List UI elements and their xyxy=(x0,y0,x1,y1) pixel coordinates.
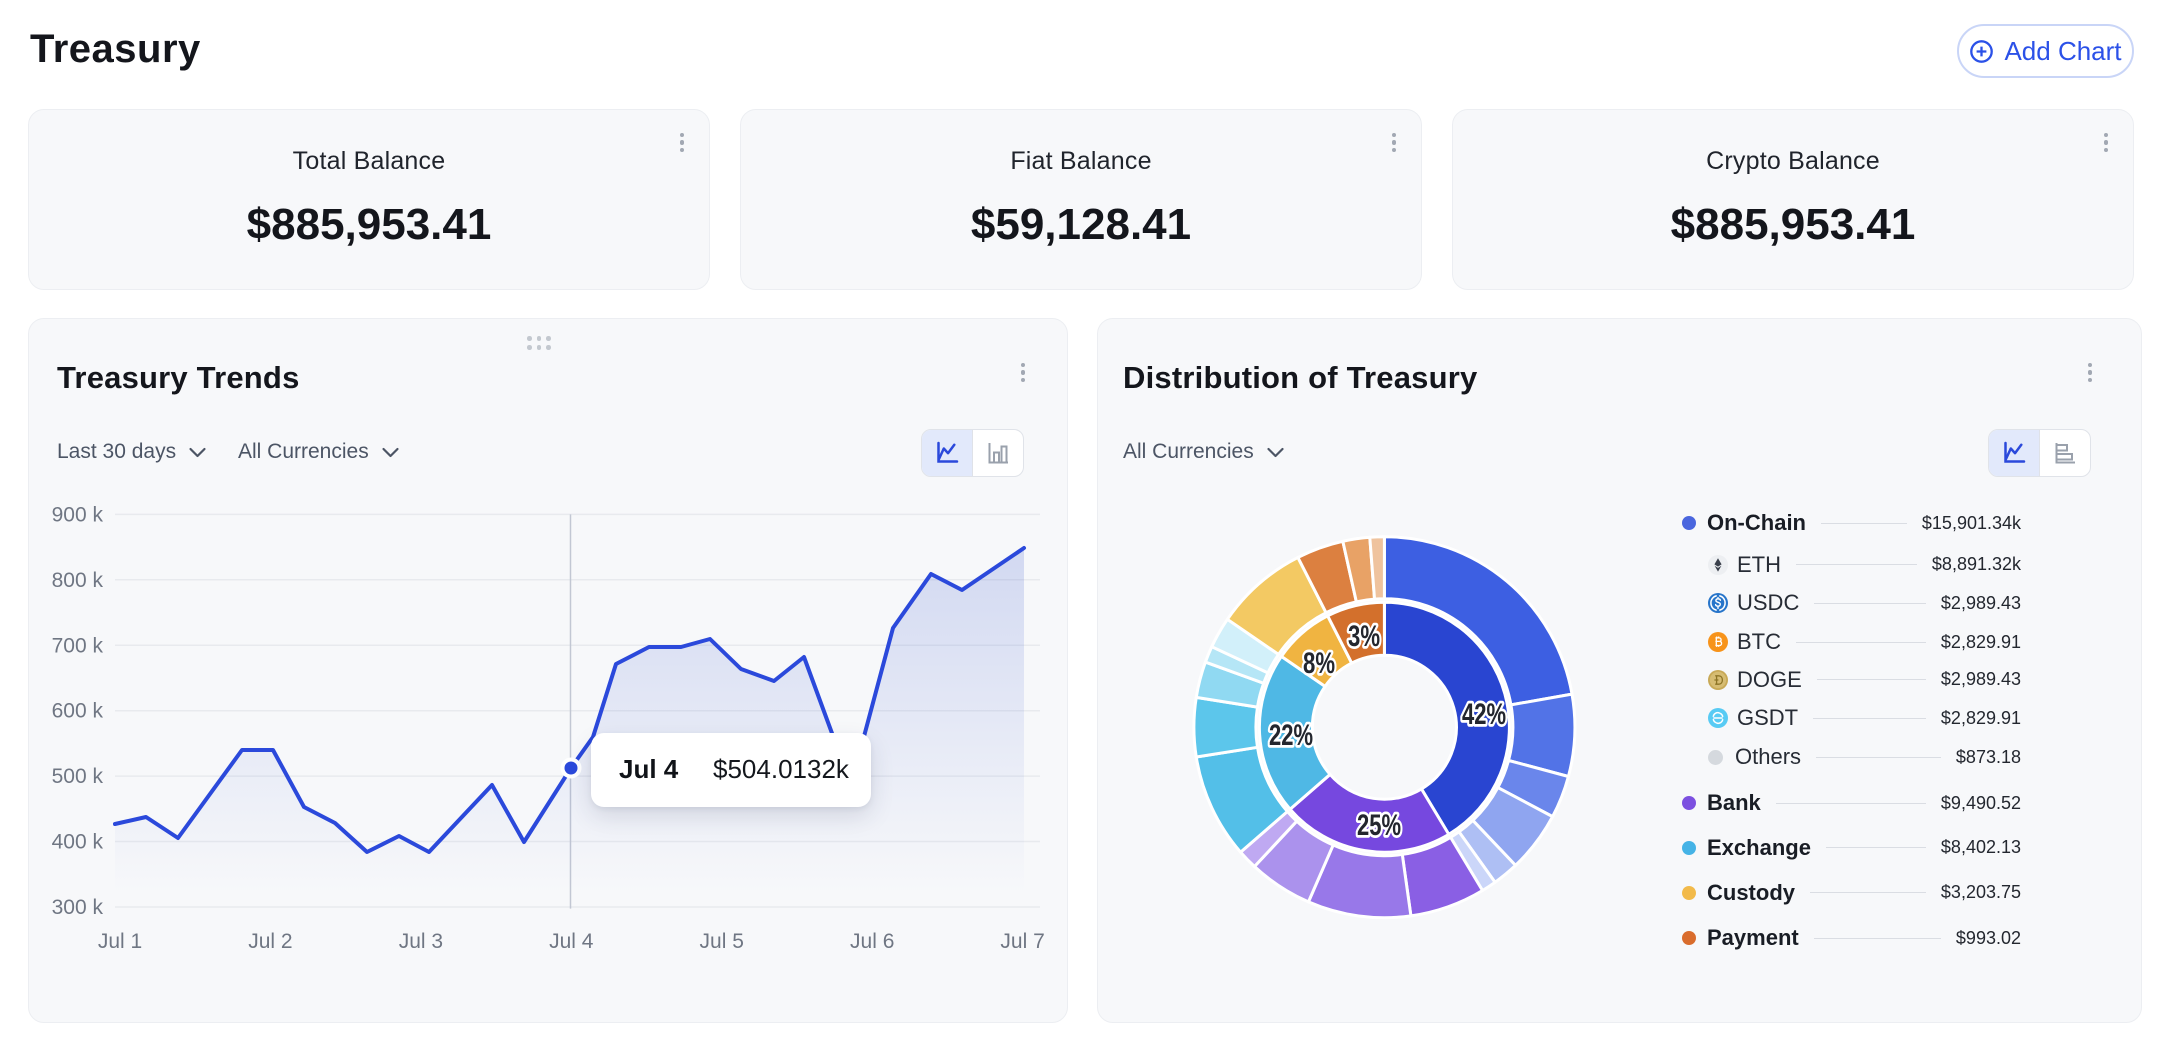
svg-text:Jul 5: Jul 5 xyxy=(700,930,744,953)
svg-text:25%: 25% xyxy=(1357,809,1401,842)
svg-text:Jul 1: Jul 1 xyxy=(98,930,142,953)
svg-text:700 k: 700 k xyxy=(52,634,104,657)
svg-text:Jul 4: Jul 4 xyxy=(549,930,594,953)
svg-text:Jul 7: Jul 7 xyxy=(1000,930,1044,953)
svg-text:300 k: 300 k xyxy=(52,896,104,919)
svg-text:500 k: 500 k xyxy=(52,765,104,788)
svg-text:Jul 2: Jul 2 xyxy=(248,930,292,953)
svg-text:600 k: 600 k xyxy=(52,700,104,723)
svg-text:Jul 6: Jul 6 xyxy=(850,930,894,953)
svg-text:22%: 22% xyxy=(1269,719,1313,752)
svg-text:8%: 8% xyxy=(1303,647,1335,680)
svg-text:Jul 3: Jul 3 xyxy=(399,930,443,953)
svg-text:400 k: 400 k xyxy=(52,831,104,854)
svg-text:800 k: 800 k xyxy=(52,569,104,592)
svg-text:3%: 3% xyxy=(1348,620,1380,653)
svg-text:900 k: 900 k xyxy=(52,503,104,526)
svg-text:42%: 42% xyxy=(1462,698,1506,731)
